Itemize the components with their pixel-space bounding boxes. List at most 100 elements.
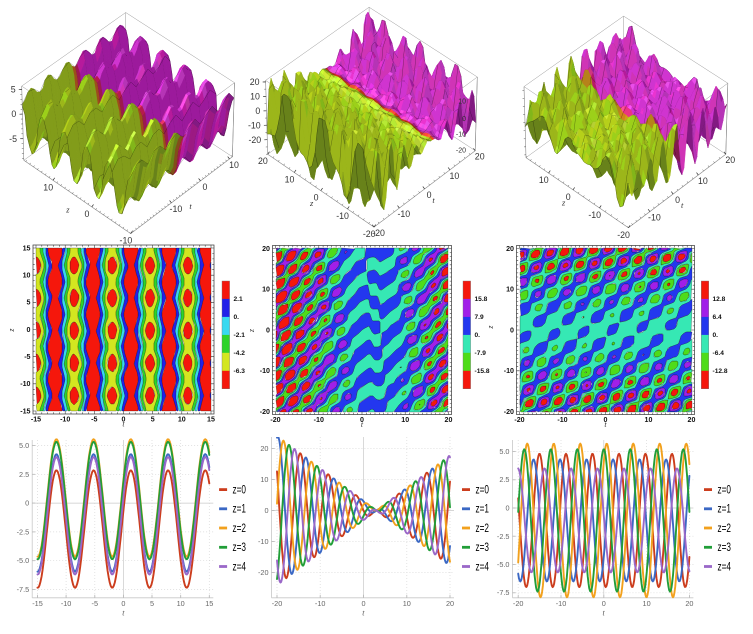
- svg-text:-4.2: -4.2: [234, 350, 246, 357]
- svg-text:-15: -15: [20, 407, 30, 415]
- svg-text:0.: 0.: [713, 332, 719, 339]
- svg-text:20: 20: [475, 152, 485, 162]
- svg-text:-5.0: -5.0: [17, 556, 30, 565]
- svg-text:0: 0: [255, 106, 260, 116]
- svg-text:10: 10: [177, 599, 185, 608]
- svg-text:10: 10: [178, 416, 186, 424]
- svg-text:0: 0: [25, 499, 29, 508]
- svg-text:-5: -5: [9, 134, 17, 144]
- svg-text:15: 15: [205, 599, 213, 608]
- svg-text:-10: -10: [20, 380, 30, 388]
- svg-text:z=2: z=2: [233, 523, 247, 535]
- svg-text:z=1: z=1: [233, 504, 247, 516]
- svg-text:20: 20: [685, 599, 693, 608]
- svg-text:15: 15: [207, 416, 215, 424]
- svg-text:10: 10: [43, 182, 53, 192]
- svg-text:-10: -10: [315, 599, 326, 608]
- svg-text:10: 10: [698, 176, 708, 186]
- svg-text:10: 10: [285, 174, 295, 184]
- svg-text:0: 0: [27, 326, 31, 334]
- svg-text:-20: -20: [456, 147, 466, 154]
- svg-text:-6.4: -6.4: [713, 350, 725, 357]
- svg-text:-10: -10: [336, 211, 349, 221]
- svg-text:-7.5: -7.5: [497, 588, 510, 597]
- svg-text:-20: -20: [272, 599, 283, 608]
- svg-text:12.8: 12.8: [713, 296, 726, 303]
- svg-text:-20: -20: [270, 416, 280, 424]
- svg-text:20: 20: [262, 245, 270, 253]
- svg-text:z=2: z=2: [718, 523, 732, 535]
- svg-text:-12.8: -12.8: [713, 368, 728, 375]
- svg-text:-15: -15: [32, 599, 43, 608]
- svg-text:0: 0: [361, 599, 365, 608]
- svg-text:20: 20: [250, 77, 260, 87]
- svg-text:10: 10: [260, 475, 268, 484]
- svg-text:-10: -10: [60, 416, 70, 424]
- svg-text:0.: 0.: [475, 332, 481, 339]
- svg-text:5.0: 5.0: [19, 441, 29, 450]
- svg-text:7.9: 7.9: [475, 314, 484, 321]
- svg-text:z=1: z=1: [718, 504, 732, 516]
- svg-text:-15: -15: [31, 416, 41, 424]
- svg-text:-20: -20: [248, 135, 261, 145]
- svg-text:z=3: z=3: [718, 542, 732, 554]
- svg-text:-10: -10: [648, 213, 661, 223]
- svg-text:0: 0: [602, 599, 606, 608]
- svg-text:5: 5: [150, 599, 154, 608]
- svg-text:z: z: [309, 198, 314, 208]
- svg-text:-20: -20: [514, 416, 524, 424]
- svg-text:z: z: [65, 205, 70, 215]
- svg-text:10: 10: [450, 171, 460, 181]
- svg-text:-10: -10: [170, 204, 183, 214]
- svg-text:-2.5: -2.5: [17, 527, 30, 536]
- svg-text:-10: -10: [456, 131, 466, 138]
- svg-text:-7.9: -7.9: [475, 350, 487, 357]
- svg-text:z=1: z=1: [476, 504, 490, 516]
- svg-text:0: 0: [85, 209, 90, 219]
- svg-text:-5: -5: [91, 416, 97, 424]
- svg-text:z=4: z=4: [718, 561, 732, 573]
- svg-text:10: 10: [506, 286, 514, 294]
- svg-text:10: 10: [643, 599, 651, 608]
- svg-text:10: 10: [403, 599, 411, 608]
- svg-text:-10: -10: [556, 599, 567, 608]
- svg-text:z=3: z=3: [233, 542, 247, 554]
- svg-text:0: 0: [427, 190, 432, 200]
- svg-text:5: 5: [11, 85, 16, 95]
- svg-text:-10: -10: [397, 209, 410, 219]
- svg-text:10: 10: [645, 416, 653, 424]
- svg-text:-10: -10: [588, 210, 601, 220]
- svg-text:10: 10: [539, 175, 549, 185]
- svg-text:z=4: z=4: [233, 561, 247, 573]
- svg-text:20: 20: [725, 155, 735, 165]
- svg-text:z=3: z=3: [476, 542, 490, 554]
- svg-text:0.: 0.: [234, 314, 240, 321]
- svg-text:20: 20: [445, 416, 453, 424]
- svg-text:0: 0: [11, 109, 16, 119]
- svg-text:-10: -10: [260, 367, 270, 375]
- svg-text:-20: -20: [504, 408, 514, 416]
- svg-text:-10: -10: [557, 416, 567, 424]
- svg-text:2.5: 2.5: [499, 475, 509, 484]
- svg-text:-20: -20: [258, 568, 269, 577]
- svg-text:-2.1: -2.1: [234, 332, 246, 339]
- svg-text:-10: -10: [258, 537, 269, 546]
- svg-text:-10: -10: [248, 120, 261, 130]
- svg-text:5.0: 5.0: [499, 447, 509, 456]
- svg-text:z=2: z=2: [476, 523, 490, 535]
- svg-text:-15.8: -15.8: [475, 368, 490, 375]
- svg-text:z=0: z=0: [476, 485, 490, 497]
- svg-text:0: 0: [505, 504, 509, 513]
- svg-text:z=4: z=4: [476, 561, 490, 573]
- svg-text:6.4: 6.4: [713, 314, 722, 321]
- svg-text:z=0: z=0: [718, 485, 732, 497]
- svg-text:10: 10: [250, 92, 260, 102]
- svg-text:15.8: 15.8: [475, 296, 488, 303]
- svg-text:15: 15: [23, 244, 31, 252]
- svg-text:20: 20: [446, 599, 454, 608]
- svg-text:-10: -10: [504, 367, 514, 375]
- svg-text:2.1: 2.1: [234, 296, 243, 303]
- svg-text:10: 10: [458, 98, 466, 105]
- svg-text:0: 0: [566, 192, 571, 202]
- svg-text:0: 0: [462, 116, 466, 123]
